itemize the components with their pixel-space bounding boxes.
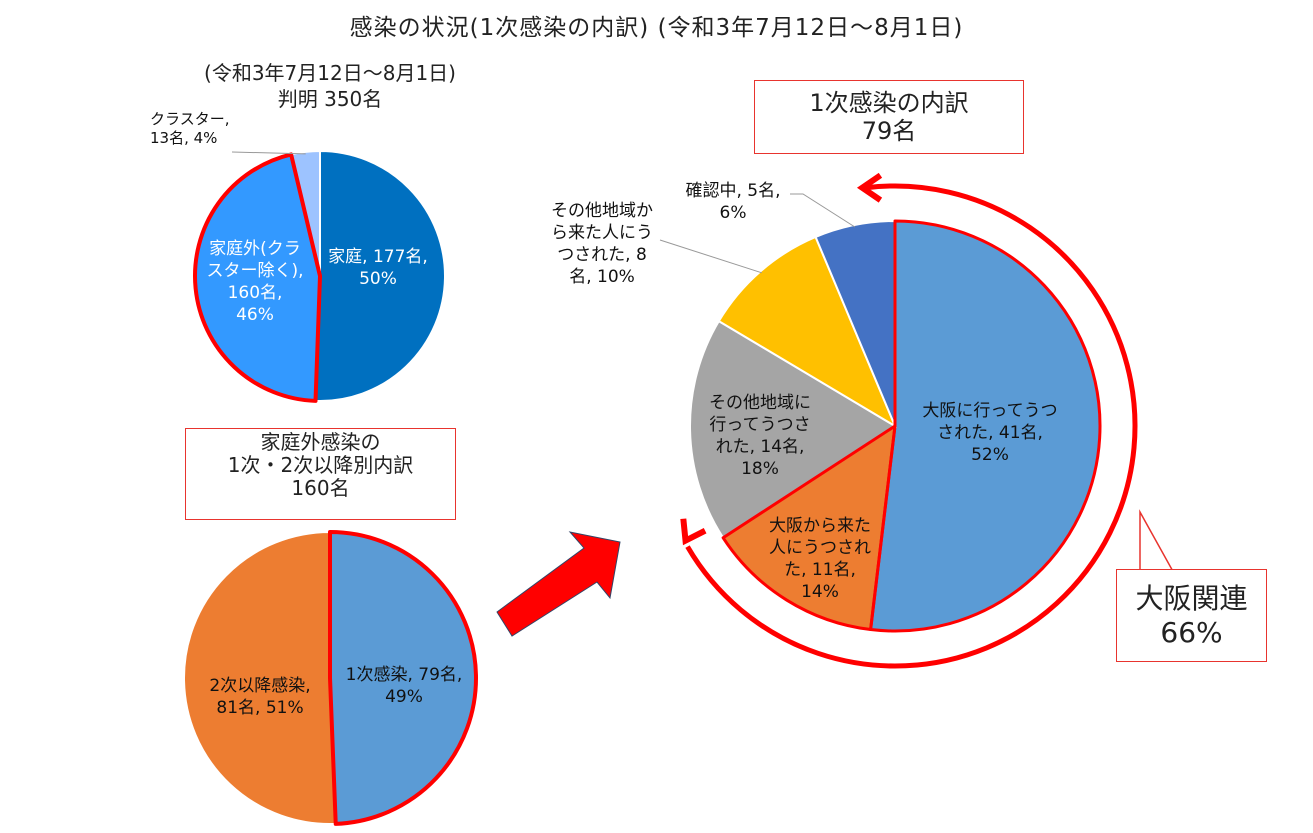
- pie3-leader-other-came: [659, 239, 762, 274]
- pie2-title-box: 家庭外感染の 1次・2次以降別内訳 160名: [185, 428, 456, 520]
- pie1-subtitle-line2: 判明 350名: [277, 87, 383, 111]
- callout-line2: 66%: [1160, 616, 1223, 649]
- pie2-title-line2: 1次・2次以降別内訳: [227, 453, 414, 477]
- pie1-highlight-outside: [193, 152, 322, 403]
- pie3-title-box: 1次感染の内訳 79名: [754, 80, 1024, 154]
- pie1-slice-0: [314, 149, 446, 402]
- pie3-slice-3: [717, 235, 898, 429]
- pie2-title-line1: 家庭外感染の: [260, 430, 381, 454]
- callout-line1: 大阪関連: [1135, 582, 1248, 615]
- pie3-slice-2: [689, 319, 897, 540]
- callout-pointer: [1139, 509, 1176, 576]
- pie3-highlight-osaka-came: [721, 424, 897, 632]
- pie1-label-cluster: クラスター, 13名, 4%: [150, 110, 230, 147]
- pie3-title-line1: 1次感染の内訳: [809, 89, 969, 117]
- pie3-label-other-came: その他地域か ら来た人にう つされた, 8 名, 10%: [551, 201, 653, 287]
- osaka-arrowhead-top: [856, 172, 883, 203]
- pie1-cluster-leader: [231, 151, 306, 155]
- pie3-title-line2: 79名: [861, 117, 917, 145]
- pie1-subtitle-line1: (令和3年7月12日～8月1日): [204, 61, 456, 85]
- pie2-slice-1: [183, 530, 337, 825]
- pie1-label-home: 家庭, 177名, 50%: [328, 247, 428, 289]
- flow-arrow: [496, 531, 621, 637]
- page-title: 感染の状況(1次感染の内訳) (令和3年7月12日～8月1日): [349, 15, 964, 41]
- pie2-title-line3: 160名: [291, 476, 350, 500]
- pie2-label-secondary: 2次以降感染, 81名, 51%: [209, 676, 311, 718]
- pie3-label-osaka-came: 大阪から来た 人にうつされ た, 11名, 14%: [769, 516, 871, 602]
- pie3-highlight-osaka-went: [869, 219, 1102, 633]
- pie3-label-checking: 確認中, 5名, 6%: [685, 181, 781, 223]
- pie1-label-outside: 家庭外(クラ スター除く), 160名, 46%: [206, 239, 304, 325]
- pie3-label-osaka-went: 大阪に行ってうつ された, 41名, 52%: [922, 401, 1058, 465]
- pie2-label-primary: 1次感染, 79名, 49%: [345, 665, 463, 707]
- pie1-subtitle: (令和3年7月12日～8月1日) 判明 350名: [150, 60, 510, 112]
- pie2-highlight-primary: [328, 530, 478, 826]
- osaka-related-callout: 大阪関連 66%: [1116, 569, 1267, 662]
- pie3-leader-checking: [790, 193, 856, 228]
- osaka-arrowhead-left: [680, 518, 707, 546]
- osaka-arc-arrow: [685, 183, 1138, 669]
- pie3-label-other-went: その他地域に 行ってうつさ れた, 14名, 18%: [709, 393, 811, 479]
